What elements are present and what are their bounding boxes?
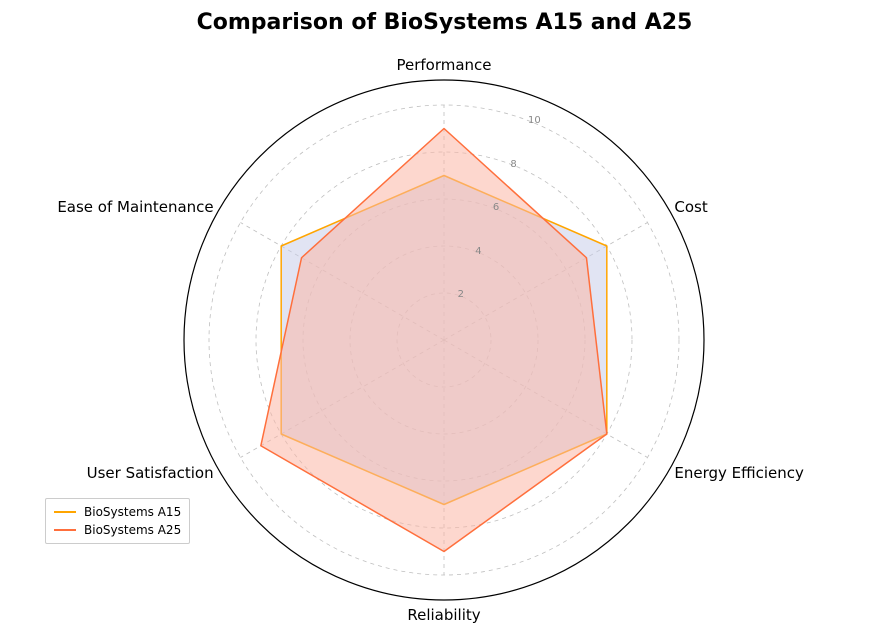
legend-item: BioSystems A15 — [54, 503, 181, 521]
legend: BioSystems A15 BioSystems A25 — [45, 498, 190, 544]
radial-tick-label: 2 — [458, 289, 464, 300]
radial-tick-label: 8 — [510, 159, 516, 170]
category-label: Performance — [396, 56, 491, 74]
legend-swatch — [54, 529, 76, 531]
legend-swatch — [54, 511, 76, 513]
legend-item: BioSystems A25 — [54, 521, 181, 539]
category-label: Ease of Maintenance — [57, 198, 213, 216]
radial-tick-label: 10 — [528, 115, 541, 126]
chart-container: { "chart": { "type": "radar", "title": "… — [0, 0, 889, 628]
radial-tick-label: 6 — [493, 202, 499, 213]
legend-label: BioSystems A15 — [84, 505, 181, 519]
category-label: Reliability — [407, 606, 480, 624]
category-label: Cost — [674, 198, 707, 216]
legend-label: BioSystems A25 — [84, 523, 181, 537]
category-label: Energy Efficiency — [674, 464, 804, 482]
radial-tick-label: 4 — [475, 246, 481, 257]
category-label: User Satisfaction — [87, 464, 214, 482]
